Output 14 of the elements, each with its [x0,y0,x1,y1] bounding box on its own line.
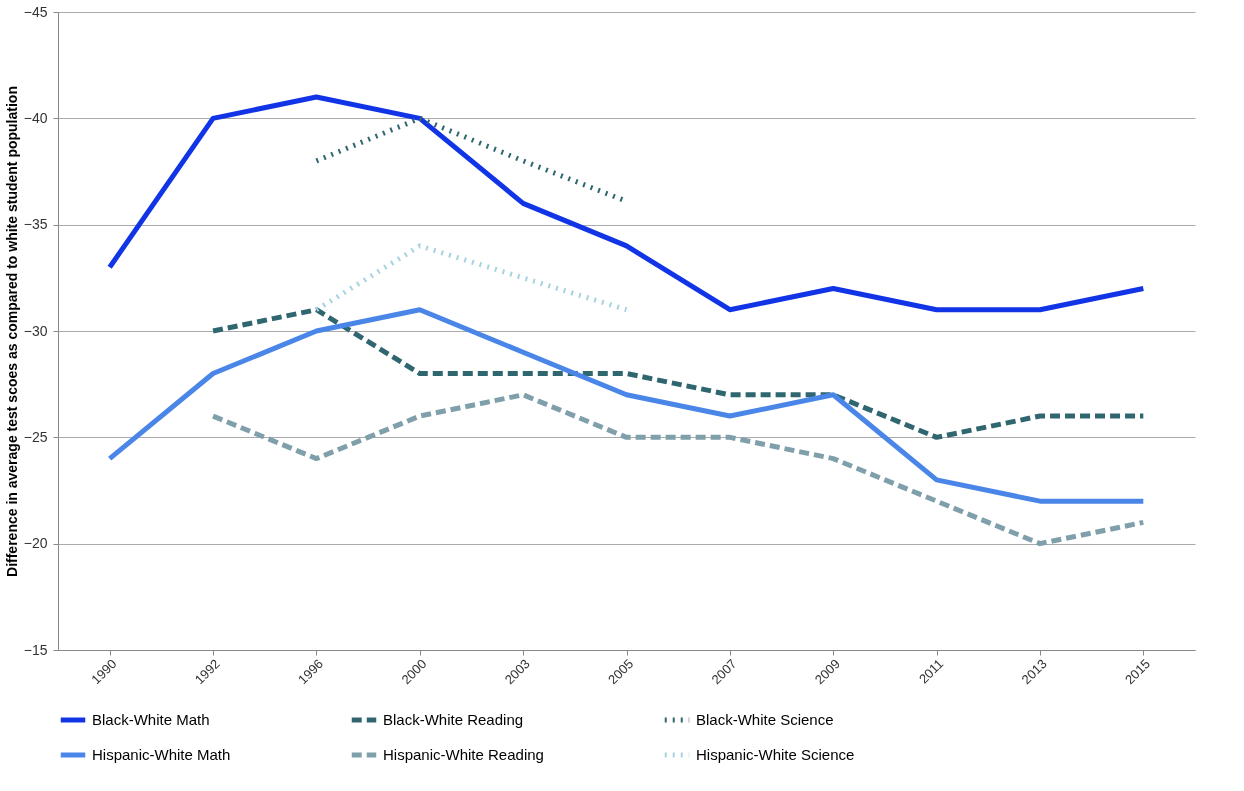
y-tick-label: −25 [23,428,48,445]
legend-label: Black-White Math [92,711,210,728]
legend-label: Hispanic-White Math [92,746,231,763]
legend-label: Hispanic-White Science [696,746,855,763]
y-tick-label: −15 [23,641,48,658]
y-tick-label: −45 [23,3,48,20]
y-tick-label: −35 [23,216,48,233]
y-tick-label: −20 [23,535,48,552]
y-tick-label: −30 [23,322,48,339]
legend-label: Hispanic-White Reading [383,746,544,763]
legend-label: Black-White Reading [383,711,524,728]
y-tick-label: −40 [23,109,48,126]
y-axis-title: Difference in average test scoes as compared to white student population [3,86,20,577]
legend-label: Black-White Science [696,711,834,728]
